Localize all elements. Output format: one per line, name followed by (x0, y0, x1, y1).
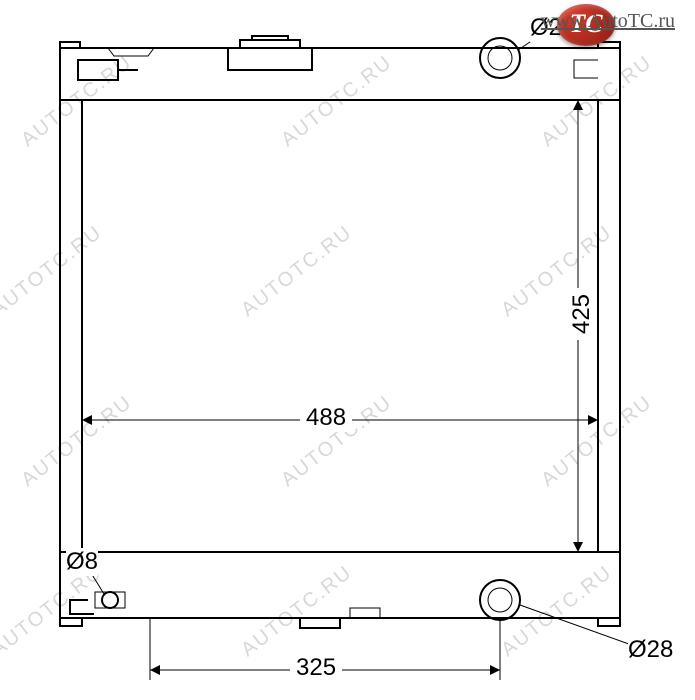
dim-drain-dia: Ø8 (66, 548, 98, 576)
brand-url: www.AutoTC.ru (541, 10, 675, 33)
dim-width-488: 488 (300, 404, 352, 432)
drawing-canvas: AUTOTC.RU AUTOTC.RU AUTOTC.RU AUTOTC.RU … (0, 0, 695, 700)
dim-width-325: 325 (290, 654, 342, 682)
dim-bottom-port-dia: Ø28 (628, 636, 673, 664)
dim-height-425: 425 (568, 288, 596, 340)
radiator-drawing (0, 0, 695, 700)
